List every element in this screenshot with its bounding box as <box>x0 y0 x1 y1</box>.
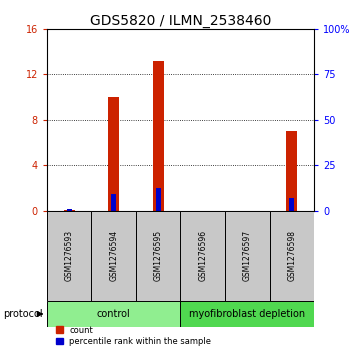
Bar <box>225 211 270 301</box>
Bar <box>270 211 314 301</box>
Text: GSM1276595: GSM1276595 <box>154 231 163 281</box>
Text: GSM1276594: GSM1276594 <box>109 231 118 281</box>
Bar <box>156 188 161 211</box>
Text: protocol: protocol <box>4 309 43 319</box>
Text: GSM1276593: GSM1276593 <box>65 231 74 281</box>
Text: GSM1276596: GSM1276596 <box>198 231 207 281</box>
Bar <box>286 131 297 211</box>
Bar <box>180 211 225 301</box>
Text: GSM1276597: GSM1276597 <box>243 231 252 281</box>
Bar <box>47 211 91 301</box>
Bar <box>180 301 314 327</box>
Bar <box>108 97 119 211</box>
Bar <box>289 198 294 211</box>
Text: GSM1276598: GSM1276598 <box>287 231 296 281</box>
Text: myofibroblast depletion: myofibroblast depletion <box>189 309 305 319</box>
Bar <box>47 301 180 327</box>
Bar <box>64 210 75 211</box>
Bar <box>111 194 116 211</box>
Bar <box>67 209 72 211</box>
Legend: count, percentile rank within the sample: count, percentile rank within the sample <box>56 326 211 346</box>
Bar <box>136 211 180 301</box>
Text: control: control <box>97 309 131 319</box>
Bar <box>91 211 136 301</box>
Bar <box>153 61 164 211</box>
Title: GDS5820 / ILMN_2538460: GDS5820 / ILMN_2538460 <box>90 14 271 28</box>
